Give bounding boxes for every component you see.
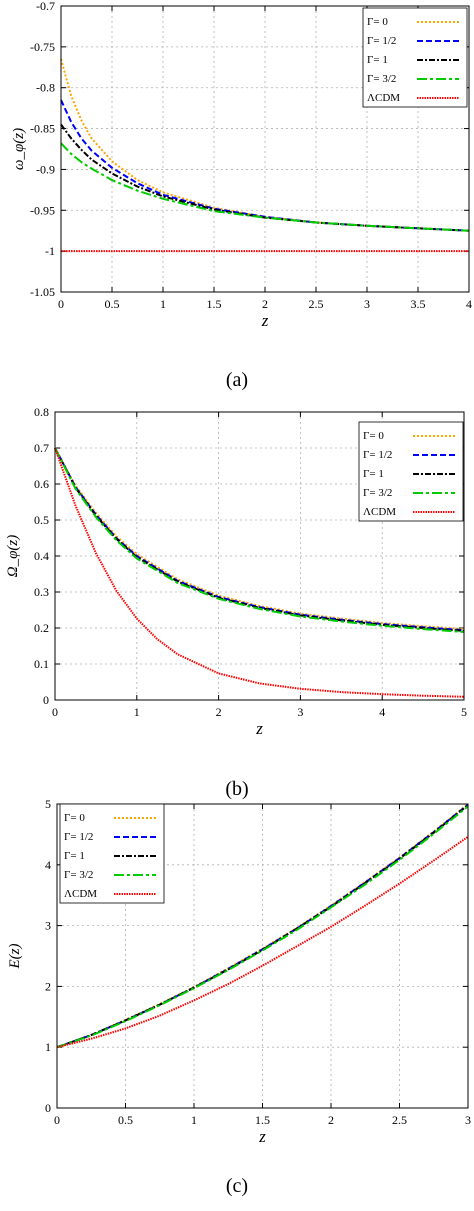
legend-label: Γ= 1 [367,54,388,66]
y-tick-label: 3 [45,919,51,933]
legend-label: Γ= 0 [363,430,384,442]
y-axis-label: ω_φ(z) [11,128,27,170]
y-tick-label: 0 [43,693,49,707]
x-tick-label: 2 [216,705,222,719]
caption-c: (c) [225,1175,249,1197]
y-tick-label: 0.2 [34,621,49,635]
legend-label: Γ= 1/2 [367,35,396,47]
caption-a: (a) [225,369,249,391]
series-line [60,142,470,232]
x-tick-label: 2 [262,297,268,311]
legend-label: Γ= 3/2 [367,73,396,85]
y-tick-label: 0.1 [34,657,49,671]
x-tick-label: 2.5 [309,297,324,311]
plot-frame [56,803,469,1109]
y-axis-label: E(z) [7,944,23,970]
x-axis-label: z [255,719,263,738]
legend-label: Γ= 3/2 [363,487,392,499]
y-tick-label: 0.8 [34,405,49,419]
y-axis-label: Ω_φ(z) [5,535,21,577]
y-tick-label: -0.85 [30,122,55,136]
plot-frame [60,5,470,293]
y-tick-label: -0.95 [30,203,55,217]
x-axis-label: z [258,1127,266,1146]
series-line [56,804,469,1049]
y-tick-label: -0.8 [36,81,55,95]
x-tick-label: 4 [466,297,472,311]
legend-label: ΛCDM [363,506,396,518]
legend-label: ΛCDM [64,888,97,900]
x-tick-label: 0 [54,1113,60,1127]
y-tick-label: 0.4 [34,549,49,563]
y-tick-label: -1.05 [30,285,55,299]
y-tick-label: 4 [45,858,51,872]
x-tick-label: 5 [461,705,467,719]
x-tick-label: 4 [379,705,385,719]
x-tick-label: 0.5 [105,297,120,311]
series-line [54,447,465,698]
x-tick-label: 3 [465,1113,471,1127]
x-tick-label: 2 [328,1113,334,1127]
legend-label: Γ= 0 [64,812,85,824]
x-tick-label: 3 [364,297,370,311]
series-line [60,58,470,232]
x-tick-label: 3 [297,705,303,719]
legend-box [59,803,165,904]
x-tick-label: 0.5 [118,1113,133,1127]
x-tick-label: 0 [52,705,58,719]
caption-b: (b) [225,778,249,800]
y-tick-label: 0 [45,1101,51,1115]
legend-label: Γ= 3/2 [64,869,93,881]
y-tick-label: -0.7 [36,0,55,13]
y-tick-label: 5 [45,797,51,811]
series-line [54,447,465,631]
chart-1: 0 1 2 3 4 5 0 0.1 0.2 0.3 0.4 0.5 0.6 0.7 0.8 z Ω_φ(z) Γ=… [5,405,467,738]
legend-label: Γ= 1/2 [363,449,392,461]
legend-label: Γ= 1 [64,850,85,862]
y-tick-label: -1 [45,244,55,258]
x-tick-label: 1.5 [255,1113,270,1127]
series-line [54,447,465,633]
legend-label: Γ= 1/2 [64,831,93,843]
x-tick-label: 1 [191,1113,197,1127]
x-tick-label: 1.5 [207,297,222,311]
x-tick-label: 0 [58,297,64,311]
x-tick-label: 1 [160,297,166,311]
legend-label: Γ= 1 [363,468,384,480]
legend-label: ΛCDM [367,92,400,104]
legend-box [362,7,468,108]
y-tick-label: 2 [45,979,51,993]
plot-frame [54,411,465,701]
x-axis-label: z [261,311,269,330]
y-tick-label: 0.7 [34,441,49,455]
y-tick-label: 0.3 [34,585,49,599]
x-tick-label: 1 [134,705,140,719]
y-tick-label: 0.5 [34,513,49,527]
chart-0: 0 0.5 1 1.5 2 2.5 3 3.5 4 -1.05 -1 -0.95 -0.9 -0.85 -0… [11,0,472,330]
y-tick-label: -0.75 [30,40,55,54]
chart-2: 0 0.5 1 1.5 2 2.5 3 0 1 2 3 4 5 z E(z) Γ= 0 Γ= 1/2 Γ= 1 Γ=… [7,797,471,1146]
legend-label: Γ= 0 [367,16,388,28]
x-tick-label: 2.5 [392,1113,407,1127]
y-tick-label: 1 [45,1040,51,1054]
legend-box [358,421,464,522]
y-tick-label: 0.6 [34,477,49,491]
series-line [56,835,469,1049]
y-tick-label: -0.9 [36,162,55,176]
x-tick-label: 3.5 [411,297,426,311]
